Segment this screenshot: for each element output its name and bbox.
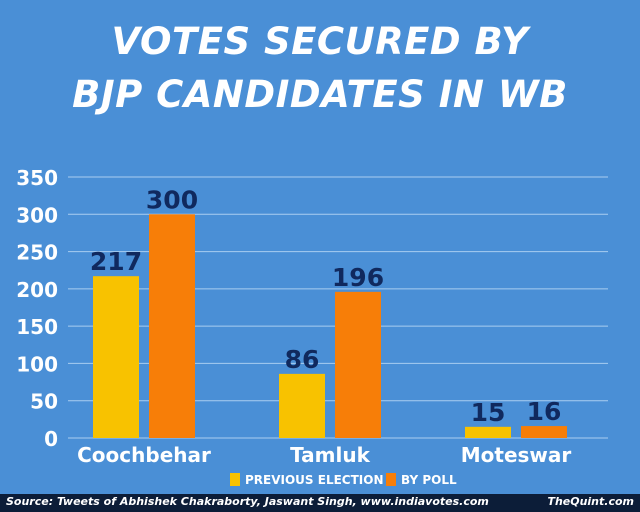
bar [521,426,567,438]
bar [279,373,325,438]
y-tick-label: 150 [16,315,58,339]
data-label: 217 [90,247,142,276]
bar-chart: 0 50 100 150 200 250 300 350 217 300 Coochbehar 86 1… [16,166,608,487]
bar [335,291,381,438]
y-tick-label: 300 [16,203,58,227]
y-tick-label: 0 [44,427,58,451]
legend-swatch [230,473,240,486]
y-tick-label: 350 [16,166,58,190]
chart-title-line-2: BJP CANDIDATES IN WB [72,73,568,116]
source-note: Source: Tweets of Abhishek Chakraborty, … [6,495,489,508]
x-tick-label: Moteswar [461,443,572,467]
bar [465,426,511,438]
legend-label: BY POLL [401,473,457,487]
data-label: 15 [471,398,506,427]
chart-title-line-1: VOTES SECURED BY [111,20,529,63]
data-label: 86 [285,345,320,374]
y-tick-label: 200 [16,278,58,302]
x-tick-label: Coochbehar [77,443,211,467]
legend-label: PREVIOUS ELECTION [245,473,384,487]
data-label: 196 [332,263,384,292]
bar [149,214,195,438]
y-tick-label: 250 [16,241,58,265]
brand-logo: TheQuint.com [547,495,634,508]
footer-bar: Source: Tweets of Abhishek Chakraborty, … [0,494,640,512]
y-tick-label: 50 [30,390,58,414]
data-label: 300 [146,185,198,214]
bar [93,276,139,438]
y-tick-label: 100 [16,352,58,376]
legend-swatch [386,473,396,486]
data-label: 16 [527,397,562,426]
x-tick-label: Tamluk [290,443,370,467]
